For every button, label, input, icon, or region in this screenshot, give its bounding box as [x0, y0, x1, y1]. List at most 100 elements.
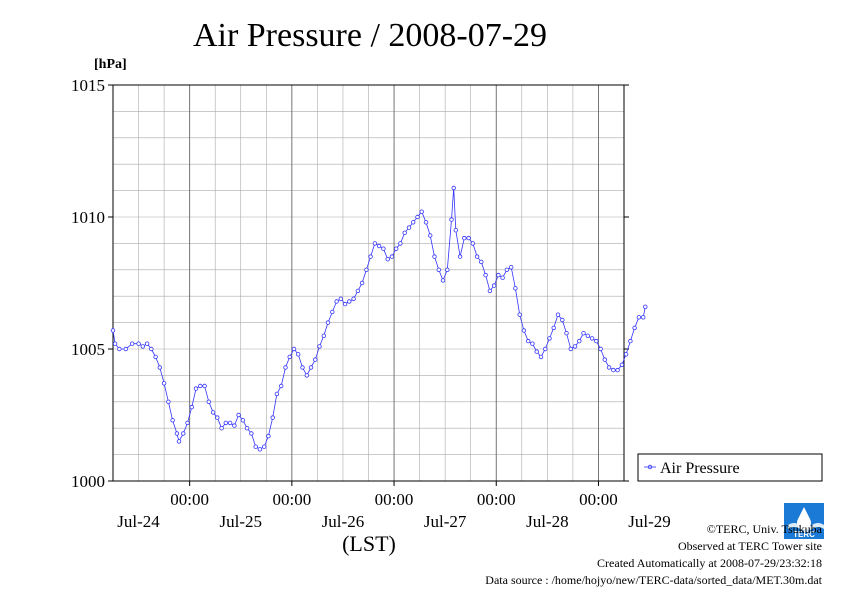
data-point — [632, 325, 637, 331]
data-point — [347, 299, 352, 304]
data-point — [300, 365, 305, 370]
data-point — [428, 233, 433, 238]
data-point — [321, 333, 326, 338]
x-tick-label: 00:00 — [375, 490, 414, 509]
data-point — [453, 227, 458, 233]
data-point — [564, 331, 569, 336]
chart-title: Air Pressure / 2008-07-29 — [193, 17, 547, 54]
legend-label: Air Pressure — [660, 460, 740, 477]
data-point — [449, 217, 454, 222]
data-point — [270, 415, 275, 420]
data-point — [313, 357, 318, 362]
x-day-label: Jul-29 — [628, 512, 671, 531]
data-point — [376, 243, 382, 249]
data-point — [406, 225, 412, 230]
data-point — [185, 420, 190, 426]
data-point — [483, 272, 488, 278]
data-point — [577, 338, 582, 344]
data-point — [244, 426, 250, 431]
data-point — [279, 383, 284, 389]
data-point — [161, 381, 167, 386]
data-point — [364, 267, 369, 272]
legend: Air Pressure — [637, 453, 823, 482]
x-day-label: Jul-27 — [424, 512, 467, 531]
data-point — [317, 344, 322, 349]
data-point — [457, 254, 463, 259]
data-point — [543, 346, 548, 352]
data-point — [215, 415, 220, 420]
data-point — [189, 404, 194, 410]
x-axis-title: (LST) — [342, 531, 396, 556]
x-day-label: Jul-24 — [117, 512, 160, 531]
data-point — [474, 254, 480, 259]
data-point — [470, 241, 475, 246]
data-point — [123, 346, 128, 352]
data-point — [287, 354, 292, 360]
data-point — [210, 410, 216, 415]
data-point — [385, 257, 390, 262]
data-point — [325, 320, 331, 325]
data-point — [219, 426, 224, 431]
data-point — [112, 341, 118, 346]
data-point — [415, 214, 420, 220]
data-point — [619, 362, 625, 367]
data-point — [568, 346, 573, 352]
data-point — [266, 433, 271, 439]
y-tick-label: 1005 — [71, 340, 105, 359]
data-point — [462, 235, 467, 241]
y-tick-label: 1015 — [71, 76, 105, 95]
data-point — [372, 241, 378, 246]
data-point — [547, 336, 552, 341]
data-point — [249, 431, 254, 436]
x-day-label: Jul-25 — [220, 512, 263, 531]
x-day-label: Jul-28 — [526, 512, 569, 531]
data-point — [445, 267, 450, 272]
data-point — [262, 444, 267, 449]
data-point — [193, 386, 199, 391]
data-point — [402, 230, 407, 235]
data-point — [157, 365, 162, 370]
grid-lines — [113, 85, 624, 481]
data-point — [615, 367, 620, 373]
data-point — [509, 265, 514, 270]
data-point — [240, 418, 246, 423]
data-point — [491, 283, 497, 288]
data-point — [560, 317, 565, 323]
data-point — [351, 296, 356, 301]
data-point — [166, 399, 171, 404]
data-point — [479, 259, 484, 265]
data-point — [129, 341, 135, 346]
data-point — [257, 447, 263, 452]
data-point — [296, 352, 301, 357]
data-point — [308, 365, 314, 370]
x-day-label: Jul-26 — [322, 512, 365, 531]
data-point — [628, 338, 633, 344]
x-tick-label: 00:00 — [477, 490, 516, 509]
data-point — [291, 346, 297, 352]
data-point — [581, 331, 586, 336]
footer-created: Created Automatically at 2008-07-29/23:3… — [597, 556, 822, 570]
data-point — [174, 431, 180, 436]
data-point — [641, 315, 646, 320]
data-point — [330, 309, 335, 315]
data-point — [526, 338, 531, 344]
data-point — [176, 439, 182, 444]
data-point — [611, 367, 616, 373]
plot-area — [112, 84, 625, 482]
data-point — [517, 312, 522, 317]
data-point — [555, 312, 561, 317]
data-point — [432, 254, 437, 259]
series-air-pressure — [110, 185, 648, 452]
data-point — [381, 246, 386, 251]
data-point — [149, 346, 154, 352]
data-point — [398, 241, 403, 246]
data-point — [223, 420, 228, 426]
data-point — [136, 341, 141, 346]
legend-box — [637, 453, 823, 482]
footer-observed: Observed at TERC Tower site — [677, 539, 822, 553]
data-point — [419, 209, 424, 214]
footer-data-source: Data source : /home/hojyo/new/TERC-data/… — [485, 573, 822, 587]
data-point — [451, 185, 456, 191]
data-point — [606, 365, 612, 370]
